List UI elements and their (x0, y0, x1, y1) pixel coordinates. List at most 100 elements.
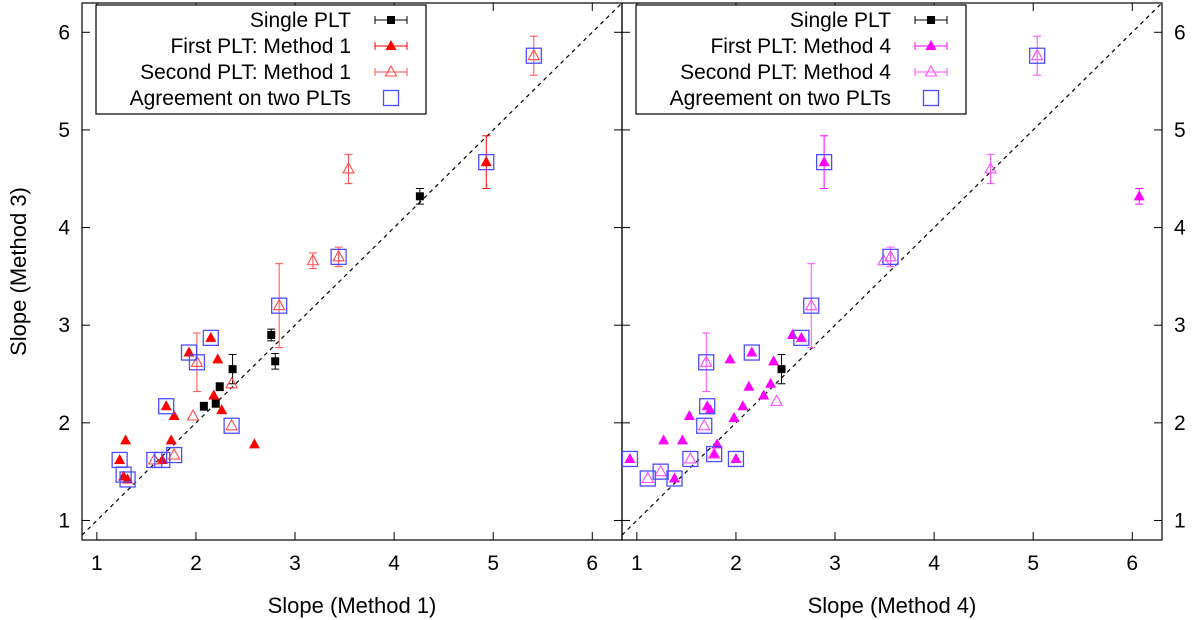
single-plt-point (199, 402, 208, 411)
first-plt-method-4-point (743, 380, 755, 391)
agreement-on-two-plts-point (743, 344, 760, 361)
x-tick-label: 6 (586, 552, 598, 575)
plot-frame (621, 2, 1163, 541)
agreement-on-two-plts-point (727, 450, 745, 468)
legend-marker (924, 64, 938, 77)
y-tick-label: 2 (58, 412, 70, 435)
agreement-on-two-plts-point (478, 153, 495, 171)
legend-marker (387, 16, 395, 24)
first-plt-method-4-point (818, 156, 830, 167)
second-plt-method-4-point (699, 355, 713, 367)
first-plt-method-4-point (730, 452, 742, 463)
first-plt-method-1-point (160, 400, 172, 411)
y-tick-label: 1 (1174, 509, 1186, 532)
data-layer (622, 3, 1162, 536)
y-tick-label: 6 (58, 21, 70, 44)
first-plt-method-1-point (208, 389, 220, 400)
y-tick-label: 3 (58, 314, 70, 337)
agreement-on-two-plts-point (699, 398, 716, 415)
legend-label: Agreement on two PLTs (130, 87, 351, 110)
agreement-on-two-plts-point (525, 47, 542, 64)
legend-label: First PLT: Method 4 (710, 35, 891, 58)
agreement-on-two-plts-point (815, 153, 833, 171)
single-plt-point (267, 330, 276, 339)
second-plt-method-4-point (1030, 48, 1044, 61)
first-plt-method-4-point (737, 400, 749, 411)
agreement-on-two-plts-point (705, 445, 723, 463)
legend-marker (925, 40, 937, 50)
agreement-on-two-plts-point (682, 450, 699, 468)
legend-box (95, 4, 427, 115)
first-plt-method-4-point (711, 438, 723, 449)
y-tick-label: 3 (1174, 314, 1186, 337)
first-plt-method-4-point (795, 331, 807, 342)
legend: Single PLT First PLT: Method 1 Second PLT:… (95, 4, 427, 115)
second-plt-method-1-point (332, 249, 346, 262)
first-plt-method-4-point (624, 452, 636, 463)
agreement-on-two-plts-point (622, 450, 639, 468)
x-tick-label: 4 (928, 552, 940, 575)
agreement-on-two-plts-point (271, 297, 288, 314)
single-plt-point (415, 192, 424, 201)
y-tick-label: 2 (1174, 412, 1186, 435)
first-plt-method-4-point (786, 328, 798, 339)
x-tick-label: 4 (388, 552, 400, 575)
first-plt-method-4-point (746, 346, 758, 357)
legend-label: First PLT: Method 1 (170, 35, 351, 58)
legend-marker (382, 89, 400, 107)
single-plt-point (228, 365, 237, 374)
x-tick-label: 1 (91, 552, 103, 575)
y-tick-label: 1 (58, 509, 70, 532)
first-plt-method-4-point (704, 404, 716, 415)
first-plt-method-1-point (168, 410, 180, 421)
agreement-on-two-plts-point (639, 470, 656, 487)
agreement-on-two-plts-point (158, 398, 175, 415)
single-plt-point (211, 399, 220, 408)
second-plt-method-4-point (697, 418, 711, 431)
second-plt-method-4-point (641, 471, 655, 484)
first-plt-method-4-point (758, 389, 770, 400)
agreement-on-two-plts-point (698, 354, 715, 371)
x-tick-label: 5 (1027, 552, 1039, 575)
legend-label: Agreement on two PLTs (670, 87, 891, 110)
reference-line (82, 3, 622, 536)
agreement-on-two-plts-point (882, 248, 899, 266)
single-plt-point (215, 382, 224, 391)
agreement-on-two-plts-point (188, 354, 206, 371)
second-plt-method-1-point (225, 418, 239, 431)
x-tick-label: 2 (190, 552, 202, 575)
first-plt-method-4-point (669, 472, 681, 483)
second-plt-method-4-point (683, 451, 697, 464)
first-plt-method-1-point (212, 353, 224, 364)
agreement-on-two-plts-point (115, 466, 132, 483)
agreement-on-two-plts-point (696, 417, 713, 434)
second-plt-method-4-point (804, 298, 818, 311)
second-plt-method-4-point (654, 464, 668, 477)
second-plt-method-1-point (225, 376, 239, 389)
second-plt-method-4-point (707, 446, 721, 459)
second-plt-method-1-point (167, 447, 181, 460)
agreement-on-two-plts-point (119, 471, 136, 488)
legend-marker (927, 16, 935, 24)
x-tick-label: 2 (730, 552, 742, 575)
left-panel: 1 2 3 4 5 6 1 2 3 4 5 6 Slope (Method 1) Slope (Metho… (6, 2, 623, 618)
first-plt-method-1-point (122, 473, 134, 484)
legend-label: Second PLT: Method 1 (140, 61, 351, 84)
x-axis-label: Slope (Method 1) (268, 593, 437, 618)
first-plt-method-1-point (183, 346, 195, 357)
agreement-on-two-plts-point (330, 248, 347, 266)
y-tick-label: 6 (1174, 21, 1186, 44)
second-plt-method-1-point (306, 253, 320, 266)
legend: Single PLT First PLT: Method 4 Second PLT:… (635, 4, 967, 115)
legend-label: Single PLT (790, 9, 891, 32)
first-plt-method-4-point (708, 448, 720, 459)
single-plt-point (777, 365, 786, 374)
agreement-on-two-plts-point (793, 329, 810, 347)
first-plt-method-4-point (1133, 190, 1145, 201)
legend-marker (922, 89, 940, 107)
first-plt-method-4-point (658, 434, 670, 445)
second-plt-method-1-point (186, 408, 200, 421)
second-plt-method-1-point (272, 298, 286, 311)
legend-marker (384, 64, 398, 77)
